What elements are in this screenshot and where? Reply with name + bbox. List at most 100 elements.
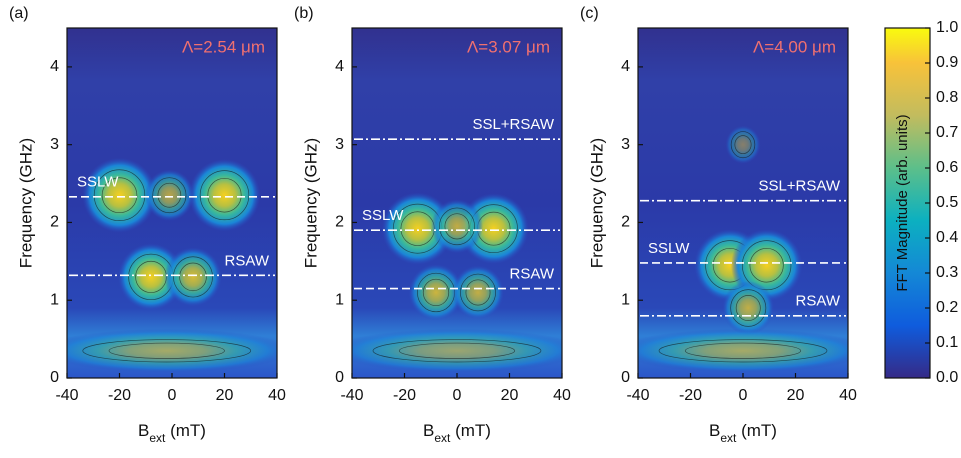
contour: [730, 289, 767, 327]
mode-label: SSLW: [362, 207, 404, 224]
y-tick-label: 1: [621, 291, 630, 308]
panel-label: (a): [9, 5, 29, 22]
heatmap-peak: [722, 281, 775, 335]
y-tick-label: 2: [621, 214, 630, 231]
panel-label: (b): [294, 5, 314, 22]
contour: [422, 278, 450, 307]
contour: [460, 273, 496, 312]
x-tick-label: -20: [679, 387, 702, 404]
colorbar: [884, 27, 931, 379]
x-axis-label-part: (mT): [165, 421, 206, 440]
contour: [152, 177, 187, 214]
x-tick-label: -40: [55, 387, 78, 404]
heatmap-peak: [82, 157, 157, 233]
contour: [82, 339, 252, 363]
contour: [444, 213, 470, 240]
x-axis-label: Bext (mT): [423, 421, 491, 445]
x-tick-label: -20: [393, 387, 416, 404]
mode-label: SSL+RSAW: [758, 178, 840, 195]
heatmap-peak: [638, 328, 848, 373]
mode-label: RSAW: [225, 252, 270, 269]
x-tick-label: 0: [168, 387, 177, 404]
x-tick-label: 20: [216, 387, 234, 404]
panel-label: (c): [580, 5, 599, 22]
colorbar-tick-label: 0.9: [936, 54, 958, 71]
contour: [749, 247, 784, 283]
heatmap-peak: [725, 125, 761, 164]
x-axis-label-part: ext: [149, 431, 166, 445]
y-tick-label: 2: [50, 214, 59, 231]
y-tick-label: 0: [50, 369, 59, 386]
colorbar-tick-label: 0.2: [936, 299, 958, 316]
x-axis-label-part: (mT): [736, 421, 777, 440]
heatmap: [67, 28, 277, 378]
colorbar-tick-label: 0.0: [936, 369, 958, 386]
contour: [199, 170, 250, 221]
mode-label: RSAW: [796, 293, 841, 310]
heatmap-peak: [67, 328, 277, 373]
heatmap-peak: [144, 169, 194, 221]
x-tick-label: 20: [501, 387, 519, 404]
x-tick-label: 40: [268, 387, 286, 404]
heatmap-peak: [431, 199, 483, 254]
annotation: Λ=4.00 μm: [753, 37, 836, 56]
colorbar-tick-label: 0.4: [936, 229, 958, 246]
contour: [207, 177, 242, 213]
y-tick-label: 0: [621, 369, 630, 386]
x-axis-label: Bext (mT): [709, 421, 777, 445]
contour: [398, 342, 516, 359]
x-tick-label: 40: [553, 387, 571, 404]
y-axis-label: Frequency (GHz): [16, 138, 35, 268]
heatmap-peak: [352, 328, 562, 373]
heatmap-peak: [408, 264, 464, 321]
x-axis-label-part: B: [423, 421, 434, 440]
contour: [439, 207, 475, 246]
y-tick-label: 0: [335, 369, 344, 386]
y-axis-label: Frequency (GHz): [587, 138, 606, 268]
x-tick-label: 0: [739, 387, 748, 404]
annotation: Λ=2.54 μm: [182, 37, 265, 56]
mode-label: SSL+RSAW: [472, 116, 554, 133]
mode-label: RSAW: [510, 266, 555, 283]
heatmap: [638, 28, 848, 378]
colorbar-tick-label: 0.8: [936, 89, 958, 106]
contour: [734, 135, 752, 155]
x-axis-label-part: ext: [720, 431, 737, 445]
colorbar-tick-label: 0.1: [936, 334, 958, 351]
y-axis-label: Frequency (GHz): [301, 138, 320, 268]
contour: [101, 177, 138, 214]
contour: [173, 256, 213, 298]
contour: [730, 131, 756, 159]
x-axis-label-part: ext: [434, 431, 451, 445]
y-tick-label: 2: [335, 214, 344, 231]
heatmap-peak: [188, 159, 261, 232]
y-tick-label: 3: [621, 136, 630, 153]
x-tick-label: 40: [839, 387, 857, 404]
contour: [684, 342, 802, 359]
y-tick-label: 1: [335, 291, 344, 308]
colorbar-tick-label: 1.0: [936, 19, 958, 36]
x-axis-label-part: B: [138, 421, 149, 440]
x-tick-label: -20: [108, 387, 131, 404]
heatmap-peak: [164, 247, 222, 307]
y-tick-label: 4: [50, 58, 59, 75]
y-tick-label: 3: [50, 136, 59, 153]
x-tick-label: 20: [787, 387, 805, 404]
x-axis-label-part: (mT): [450, 421, 491, 440]
colorbar-tick-label: 0.3: [936, 264, 958, 281]
heatmap-peak: [452, 265, 504, 320]
contour: [658, 339, 828, 363]
x-tick-label: -40: [626, 387, 649, 404]
mode-label: SSLW: [648, 240, 690, 257]
heatmap: [352, 28, 562, 378]
colorbar-tick-label: 0.6: [936, 159, 958, 176]
x-axis-label-part: B: [709, 421, 720, 440]
y-tick-label: 1: [50, 291, 59, 308]
contour: [108, 342, 225, 359]
y-tick-label: 3: [335, 136, 344, 153]
y-tick-label: 4: [335, 58, 344, 75]
contour: [735, 295, 761, 322]
contour: [372, 339, 542, 363]
x-tick-label: -40: [340, 387, 363, 404]
